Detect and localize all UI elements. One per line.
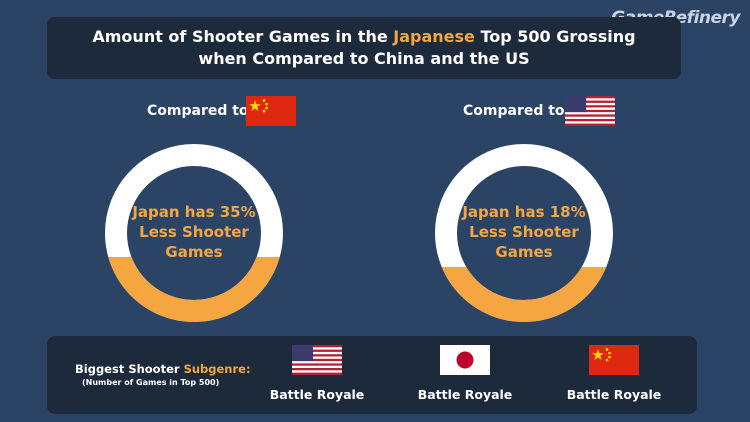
china-flag-icon [246, 96, 296, 126]
ring-text-china: Japan has 35% Less Shooter Games [114, 202, 274, 262]
ring-chart-us [434, 143, 614, 328]
ring-text-line-3: Games [165, 243, 223, 261]
subgenre-item-us: Battle Royale [270, 345, 364, 402]
title-line-1: Amount of Shooter Games in the Japanese … [47, 26, 681, 48]
ring-text-line-2: Less Shooter [469, 223, 579, 241]
title-text-b: Top 500 Grossing [474, 27, 636, 46]
ring-text-line-1: Japan has 35% [132, 203, 256, 221]
us-flag-icon [292, 345, 342, 375]
china-flag-icon [589, 345, 639, 375]
ring-text-us: Japan has 18% Less Shooter Games [444, 202, 604, 262]
subgenre-label-text: Biggest Shooter [75, 362, 184, 376]
title-line-2: when Compared to China and the US [198, 49, 530, 68]
title-panel: Amount of Shooter Games in the Japanese … [47, 17, 681, 79]
subgenre-note: (Number of Games in Top 500) [82, 378, 220, 387]
subgenre-text-japan: Battle Royale [417, 387, 513, 402]
subgenre-item-japan: Battle Royale [418, 345, 512, 402]
ring-text-line-1: Japan has 18% [462, 203, 586, 221]
ring-text-line-2: Less Shooter [139, 223, 249, 241]
subgenre-text-us: Battle Royale [269, 387, 365, 402]
title-accent: Japanese [393, 27, 475, 46]
title-text-a: Amount of Shooter Games in the [92, 27, 394, 46]
subgenre-label-accent: Subgenre: [183, 362, 251, 376]
compare-label-china: Compared to [147, 103, 249, 119]
subgenre-item-china: Battle Royale [567, 345, 661, 402]
compare-label-us: Compared to [463, 103, 565, 119]
subgenre-panel: Biggest Shooter Subgenre: (Number of Gam… [47, 336, 697, 414]
subgenre-text-china: Battle Royale [566, 387, 662, 402]
ring-chart-china [104, 143, 284, 328]
us-flag-icon [565, 96, 615, 126]
japan-flag-icon [440, 345, 490, 375]
ring-text-line-3: Games [495, 243, 553, 261]
subgenre-label: Biggest Shooter Subgenre: [75, 362, 251, 376]
